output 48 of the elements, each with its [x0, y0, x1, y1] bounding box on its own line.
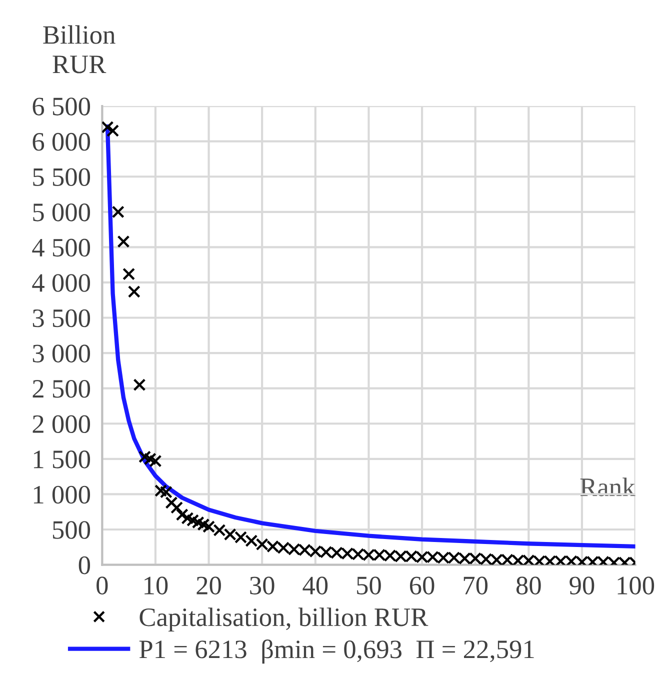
- y-tick-label: 500: [52, 521, 90, 539]
- x-tick-label: 30: [250, 576, 274, 594]
- y-tick-label: 4 500: [32, 238, 90, 257]
- x-tick-label: 70: [464, 576, 488, 594]
- point: [112, 206, 124, 218]
- legend-label: P1 = 6213 βmin = 0,693 Π = 22,591: [139, 639, 534, 664]
- legend-label: Capitalisation, billion RUR: [140, 608, 428, 632]
- point: [176, 508, 188, 521]
- x-tick-label: 100: [618, 576, 654, 594]
- y-tick-label: 3 500: [32, 309, 90, 328]
- point: [154, 484, 168, 497]
- line-series: [105, 124, 636, 549]
- y-tick-label: 1 500: [34, 450, 90, 468]
- point: [186, 514, 200, 527]
- point: [149, 454, 162, 468]
- point: [170, 501, 184, 514]
- point: [192, 516, 204, 529]
- point: [133, 378, 146, 392]
- y-tick-label: 6 500: [32, 98, 90, 116]
- y-tick-label: 0: [78, 556, 90, 574]
- y-tick-label: 6 000: [32, 132, 90, 151]
- y-axis-title: Billion RUR: [43, 25, 116, 74]
- point: [160, 486, 172, 498]
- point: [144, 452, 156, 466]
- y-tick-label: 5 000: [33, 204, 90, 222]
- x-tick-label: 40: [302, 576, 328, 594]
- point: [181, 512, 194, 524]
- point: [117, 235, 130, 248]
- point: [102, 120, 114, 134]
- x-tick-label: 60: [410, 576, 434, 594]
- y-tick-label: 3 000: [32, 344, 90, 362]
- y-tick-label: 1 000: [34, 486, 90, 504]
- point: [165, 496, 178, 509]
- point: [138, 450, 152, 464]
- x-tick-label: 90: [570, 576, 594, 594]
- point: [106, 124, 120, 137]
- x-tick-label: 0: [96, 576, 108, 594]
- y-tick-label: 2 500: [32, 380, 90, 398]
- point: [197, 518, 210, 531]
- point: [128, 285, 140, 298]
- x-tick-label: 80: [516, 576, 541, 594]
- x-tick-label: 50: [357, 576, 381, 594]
- x-tick-label: 10: [144, 576, 168, 594]
- y-tick-label: 2 000: [32, 415, 90, 434]
- point: [122, 268, 136, 280]
- y-tick-label: 5 500: [33, 168, 90, 186]
- y-tick-label: 4 000: [32, 274, 90, 292]
- x-tick-label: 20: [196, 576, 221, 594]
